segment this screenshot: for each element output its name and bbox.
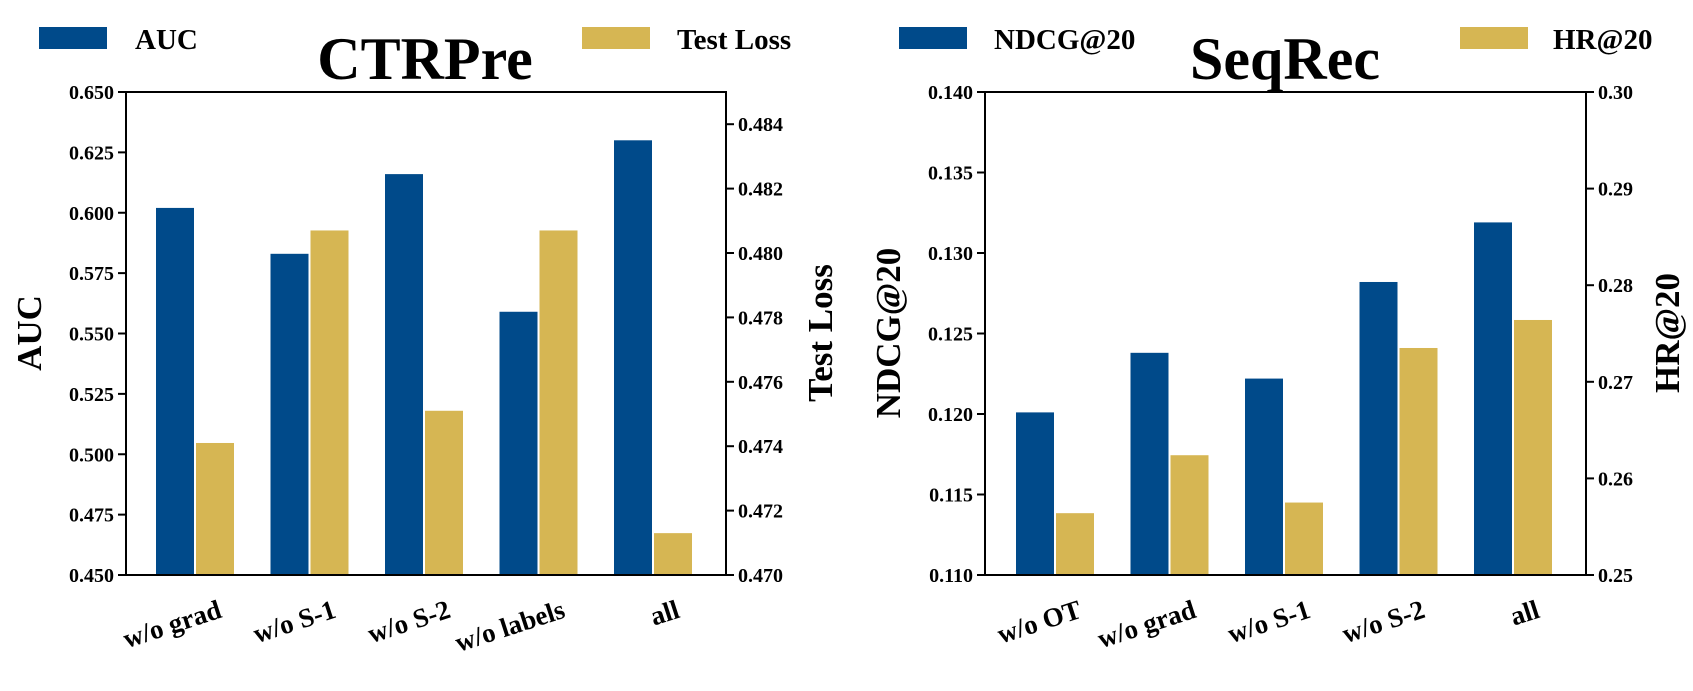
legend-label-ndcg: NDCG@20 (994, 24, 1135, 56)
x-tick-label-w-o-grad: w/o grad (119, 594, 225, 654)
bar-hr-20-w-o-grad (1170, 455, 1209, 575)
legend-swatch-ndcg (899, 27, 967, 49)
left-tick-label: 0.115 (929, 485, 973, 507)
bar-hr-20-w-o-ot (1056, 513, 1094, 575)
bar-auc-w-o-labels (499, 311, 538, 575)
bar-ndcg-20-w-o-ot (1016, 412, 1054, 575)
bar-test-loss-w-o-s-2 (425, 410, 463, 575)
y-axis-title-test-loss: Test Loss (801, 264, 840, 402)
bar-auc-w-o-grad (156, 207, 194, 576)
right-axis-ticks-seqrec: 0.25 0.26 0.27 0.28 0.29 0.30 (1586, 82, 1633, 587)
bar-ndcg-20-w-o-s-2 (1359, 281, 1398, 575)
left-axis-ticks-seqrec: 0.110 0.115 0.120 0.125 0.130 0.135 0.140 (928, 82, 985, 587)
right-tick-label: 0.26 (1598, 468, 1633, 490)
legend-swatch-auc (39, 27, 107, 49)
right-axis-ticks-ctrpre: 0.470 0.472 0.474 0.476 0.478 0.480 0.482 0.484 (726, 114, 783, 587)
left-tick-label: 0.120 (928, 404, 973, 426)
left-tick-label: 0.600 (69, 203, 114, 225)
left-tick-label: 0.130 (928, 243, 973, 265)
legend-swatch-hr (1460, 27, 1528, 49)
right-tick-label: 0.27 (1598, 372, 1633, 394)
right-tick-label: 0.470 (738, 565, 783, 587)
left-tick-label: 0.550 (69, 324, 114, 346)
x-tick-label-w-o-s-2: w/o S-2 (364, 594, 454, 649)
category-labels-seqrec: w/o OT w/o grad w/o S-1 w/o S-2 all (994, 594, 1544, 654)
bar-test-loss-all (654, 533, 692, 575)
y-axis-title-ndcg: NDCG@20 (869, 248, 908, 419)
chart-ctrpre: AUC Test Loss CTRPre 0.450 0.475 0.500 0.52… (10, 24, 840, 658)
x-tick-label-w-o-ot: w/o OT (994, 594, 1085, 649)
category-labels-ctrpre: w/o grad w/o S-1 w/o S-2w/o labels all (119, 594, 683, 658)
chart-seqrec: NDCG@20 HR@20 SeqRec 0.110 0.115 0.120 0.12… (869, 24, 1687, 654)
bar-test-loss-w-o-s-1 (310, 230, 349, 575)
bar-hr-20-w-o-s-2 (1399, 347, 1438, 575)
bar-test-loss-w-o-grad (196, 442, 234, 575)
left-tick-label: 0.625 (69, 142, 114, 164)
right-tick-label: 0.25 (1598, 565, 1633, 587)
bar-ndcg-20-w-o-grad (1130, 352, 1169, 575)
right-tick-label: 0.474 (738, 436, 783, 458)
left-tick-label: 0.575 (69, 263, 114, 285)
bar-auc-w-o-s-1 (270, 253, 309, 575)
right-tick-label: 0.472 (738, 501, 783, 523)
right-tick-label: 0.478 (738, 307, 783, 329)
x-tick-label-w-o-grad: w/o grad (1094, 594, 1200, 654)
bar-auc-w-o-s-2 (385, 174, 423, 576)
left-tick-label: 0.135 (928, 163, 973, 185)
chart-title-seqrec: SeqRec (1190, 26, 1380, 92)
left-axis-ticks-ctrpre: 0.450 0.475 0.500 0.525 0.550 0.575 0.600 0.625… (69, 82, 126, 587)
right-tick-label: 0.480 (738, 243, 783, 265)
x-tick-label-all: all (1506, 594, 1543, 631)
right-tick-label: 0.28 (1598, 275, 1633, 297)
left-tick-label: 0.525 (69, 384, 114, 406)
left-tick-label: 0.140 (928, 82, 973, 104)
x-tick-label-w-o-s-1: w/o S-1 (1224, 594, 1314, 649)
bar-hr-20-w-o-s-1 (1285, 502, 1323, 575)
right-tick-label: 0.482 (738, 179, 783, 201)
bar-auc-all (614, 140, 652, 576)
left-tick-label: 0.450 (69, 565, 114, 587)
plot-frame-ctrpre (125, 91, 727, 576)
left-tick-label: 0.475 (69, 505, 114, 527)
legend-label-auc: AUC (135, 24, 198, 56)
left-tick-label: 0.500 (69, 444, 114, 466)
right-tick-label: 0.484 (738, 114, 783, 136)
legend-label-test-loss: Test Loss (677, 24, 791, 56)
x-tick-label-w-o-labels: w/o labels (451, 594, 568, 658)
y-axis-title-auc: AUC (10, 295, 49, 371)
bar-ndcg-20-w-o-s-1 (1245, 378, 1283, 575)
legend-swatch-test-loss (582, 27, 650, 49)
left-tick-label: 0.650 (69, 82, 114, 104)
x-tick-label-w-o-s-2: w/o S-2 (1338, 594, 1428, 649)
left-tick-label: 0.125 (928, 324, 973, 346)
left-tick-label: 0.110 (929, 565, 973, 587)
bar-ndcg-20-all (1474, 222, 1512, 575)
bar-hr-20-all (1514, 319, 1552, 575)
bar-test-loss-w-o-labels (539, 230, 578, 575)
plot-frame-seqrec (984, 91, 1587, 576)
bars-ctrpre (156, 140, 692, 576)
right-tick-label: 0.30 (1598, 82, 1633, 104)
chart-title-ctrpre: CTRPre (317, 26, 533, 92)
right-tick-label: 0.29 (1598, 179, 1633, 201)
bars-seqrec (1016, 222, 1552, 575)
x-tick-label-all: all (646, 594, 683, 631)
legend-label-hr: HR@20 (1553, 24, 1652, 56)
x-tick-label-w-o-s-1: w/o S-1 (249, 594, 339, 649)
right-tick-label: 0.476 (738, 372, 783, 394)
y-axis-title-hr: HR@20 (1648, 273, 1687, 393)
